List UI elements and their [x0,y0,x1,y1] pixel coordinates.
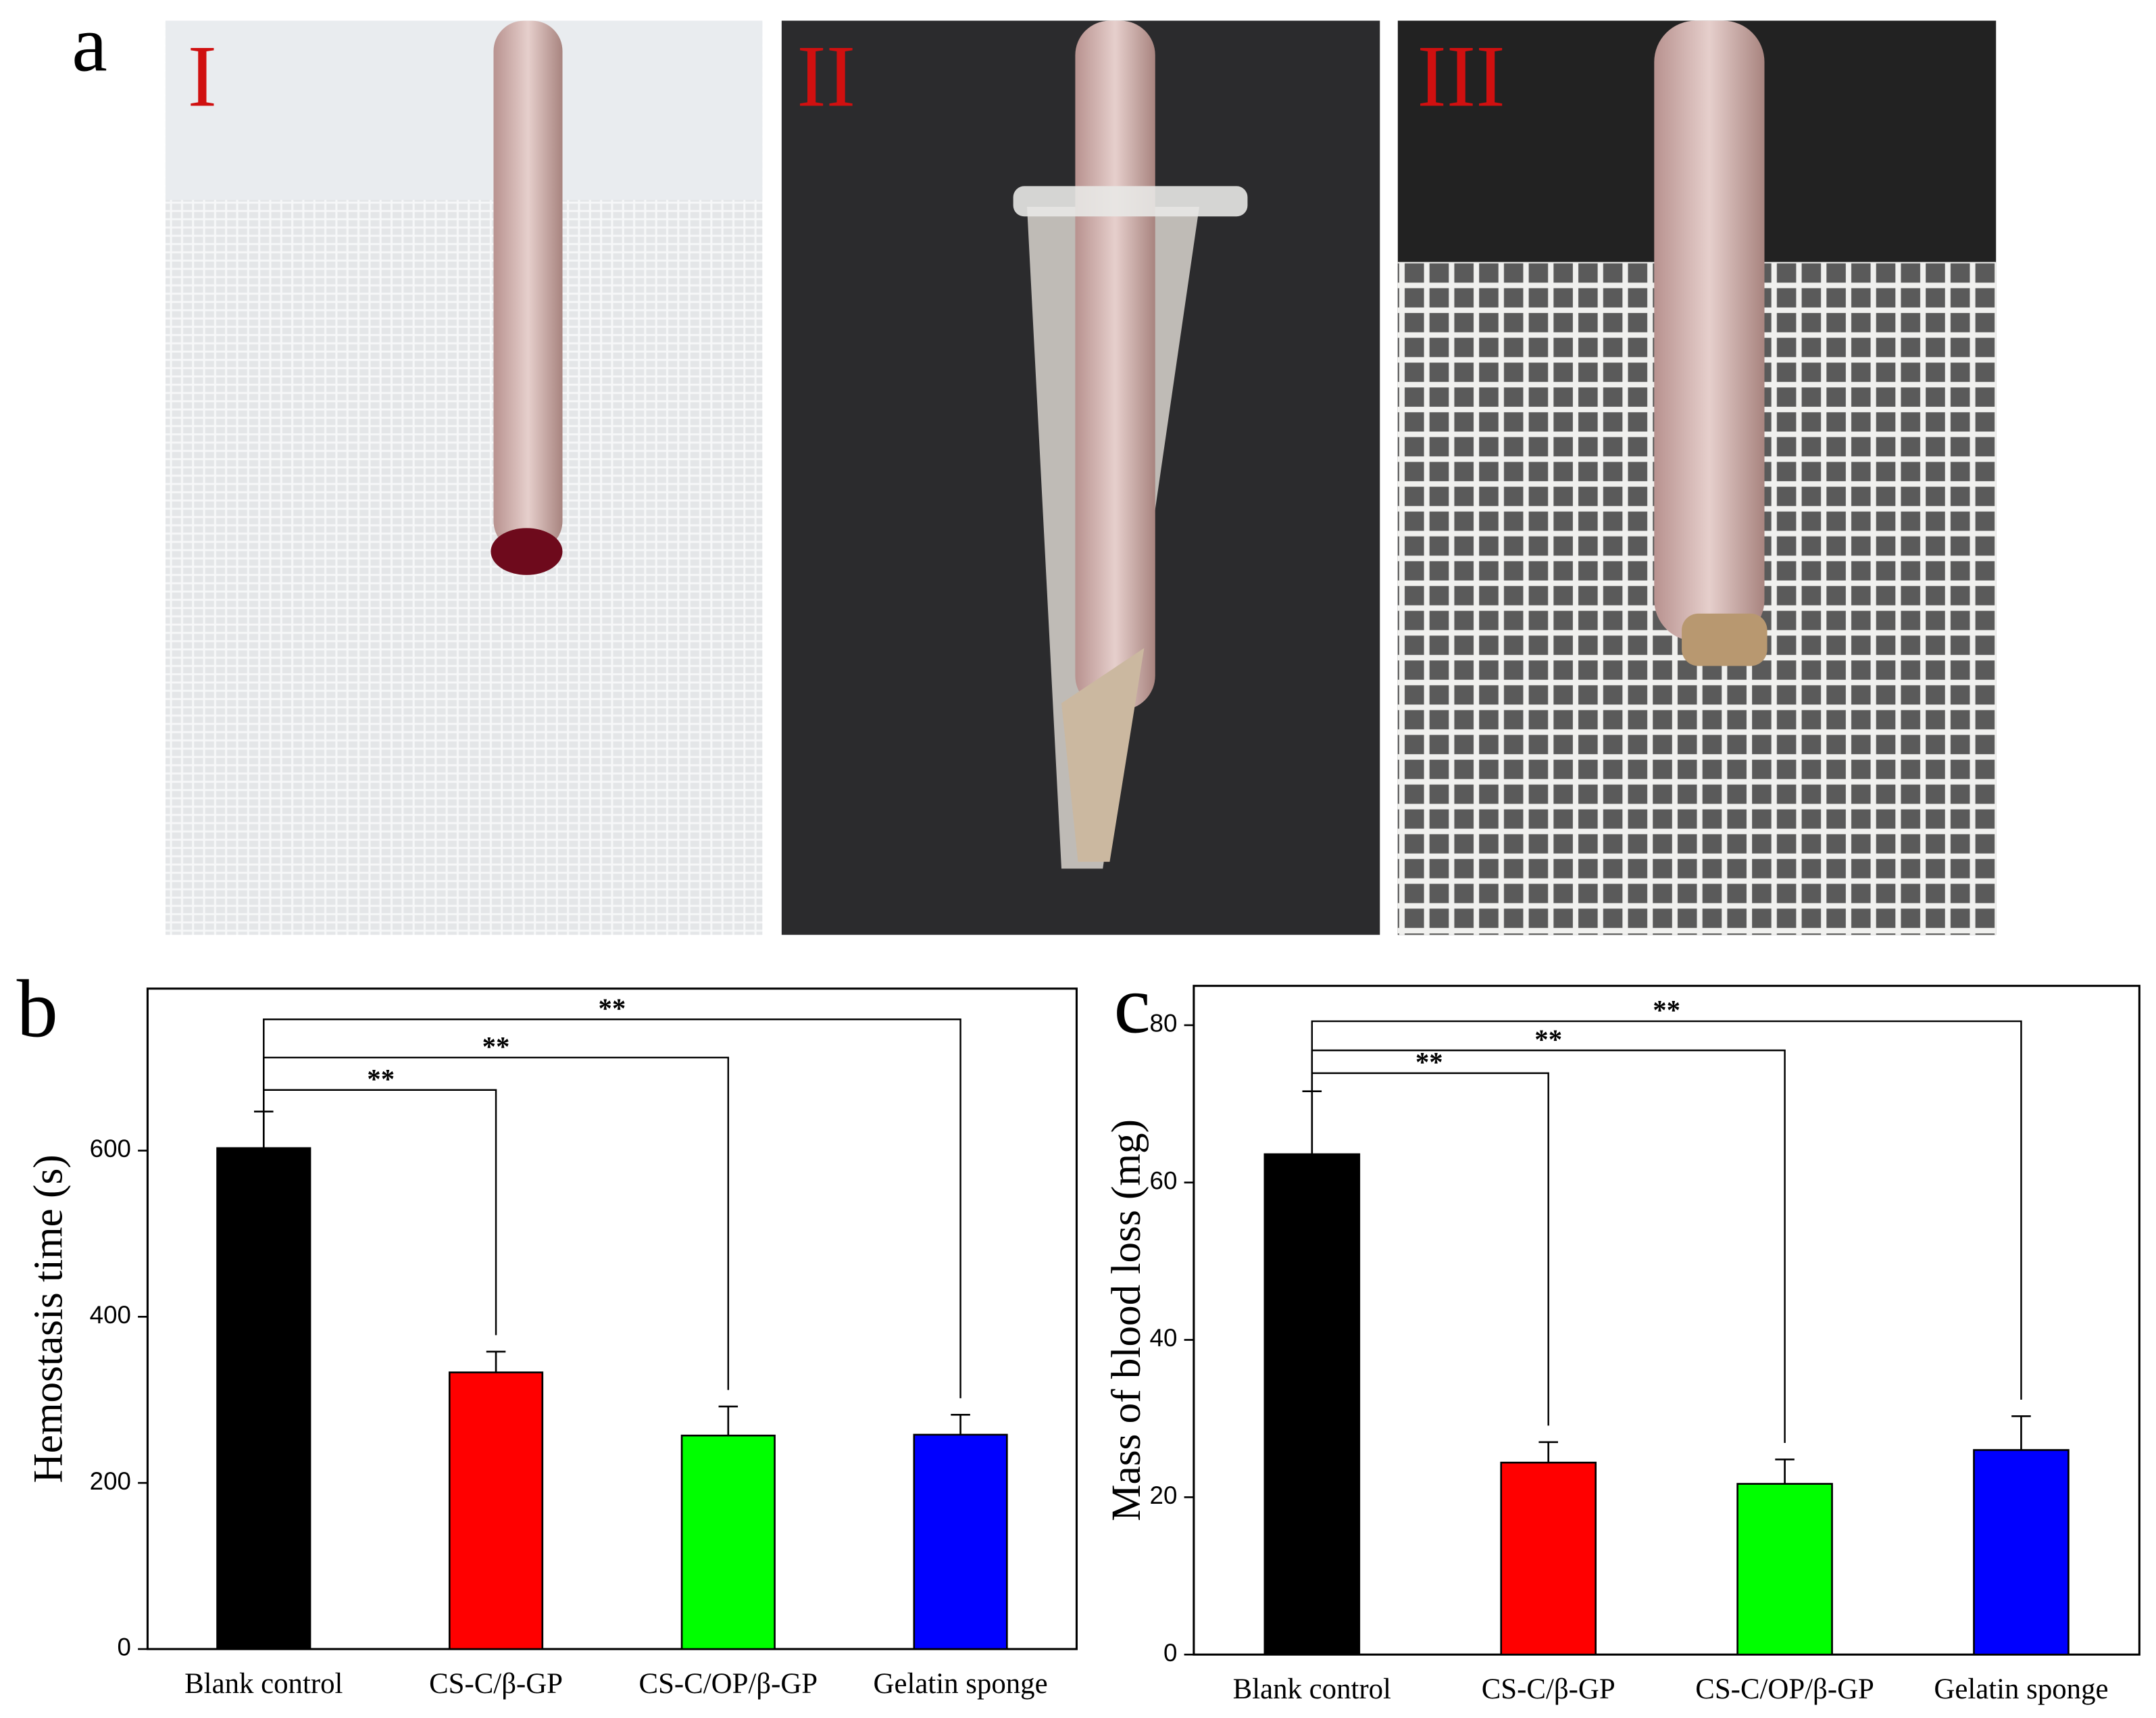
x-tick-label: Gelatin sponge [1934,1673,2108,1705]
significance-label: ** [599,993,626,1023]
significance-bracket [1311,1020,2022,1400]
x-tick-label: CS-C/OP/β-GP [639,1668,818,1700]
y-axis-title: Hemostasis time (s) [26,1154,72,1483]
plot-frame [146,987,1078,1650]
error-bar [1775,1458,1795,1484]
significance-label: ** [367,1064,395,1094]
bar [1973,1449,2070,1656]
y-tick-label: 20 [1150,1481,1178,1509]
error-bar [951,1414,970,1435]
bar [1736,1483,1833,1656]
bar [216,1147,311,1650]
significance-bracket [263,1018,961,1398]
bar [680,1434,776,1650]
photo-label: II [797,28,855,125]
y-axis-title: Mass of blood loss (mg) [1103,1119,1149,1521]
y-tick-label: 400 [90,1301,131,1329]
y-tick-label: 60 [1150,1167,1178,1194]
significance-label: ** [1653,995,1680,1025]
photo-label: I [188,28,217,125]
x-tick-label: Gelatin sponge [874,1668,1048,1700]
bar [1263,1153,1361,1656]
panel-label: c [1114,960,1151,1051]
photo-iii [1397,20,1997,935]
x-tick-label: CS-C/OP/β-GP [1695,1673,1874,1705]
error-bar [1302,1090,1322,1154]
bar [448,1371,544,1650]
y-tick-label: 200 [90,1467,131,1495]
error-bar [254,1110,274,1148]
significance-label: ** [1415,1047,1443,1077]
error-bar [2011,1415,2031,1450]
error-bar [1538,1441,1558,1463]
y-tick-label: 600 [90,1135,131,1162]
significance-label: ** [1534,1024,1562,1054]
bar [1500,1461,1597,1656]
y-tick-label: 80 [1150,1010,1178,1037]
y-tick-label: 40 [1150,1324,1178,1352]
x-tick-label: CS-C/β-GP [429,1668,563,1700]
photo-i [165,20,763,935]
photo-ii [781,20,1380,935]
panel-label: b [17,964,58,1055]
bar [913,1433,1008,1650]
error-bar [486,1350,506,1373]
y-tick-label: 0 [118,1634,131,1661]
plot-frame [1193,985,2140,1656]
y-tick-label: 0 [1163,1639,1177,1667]
significance-label: ** [482,1031,510,1062]
photo-label: III [1417,28,1505,125]
panel-label: a [72,0,107,89]
x-tick-label: Blank control [184,1668,343,1700]
error-bar [718,1405,738,1436]
x-tick-label: CS-C/β-GP [1482,1673,1615,1705]
x-tick-label: Blank control [1233,1673,1391,1705]
